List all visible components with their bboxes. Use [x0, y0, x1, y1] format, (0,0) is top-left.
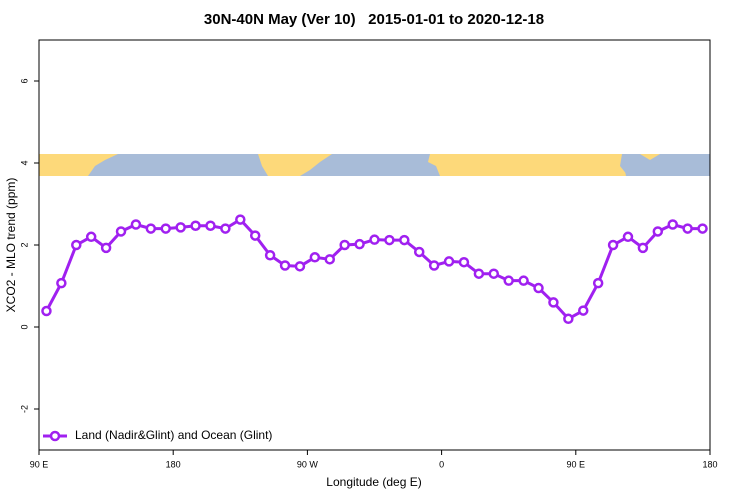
map-strip: [39, 154, 710, 176]
point: [443, 256, 455, 267]
point: [384, 234, 395, 246]
chart-title: 30N-40N May (Ver 10) 2015-01-01 to 2020-…: [204, 11, 544, 28]
point: [41, 305, 52, 317]
point: [294, 261, 306, 272]
point: [592, 277, 604, 289]
point: [264, 250, 276, 261]
legend-label: Land (Nadir&Glint) and Ocean (Glint): [75, 428, 272, 442]
point: [622, 231, 634, 243]
point: [100, 242, 112, 254]
point: [503, 275, 514, 286]
point: [145, 223, 157, 234]
point: [667, 219, 678, 230]
point: [324, 254, 336, 265]
point: [607, 239, 619, 251]
point: [130, 219, 142, 230]
point: [249, 230, 261, 241]
point: [309, 252, 321, 263]
point: [354, 238, 365, 250]
x-tick-label: 90 W: [297, 459, 319, 469]
point: [697, 223, 708, 234]
point: [71, 239, 82, 251]
y-tick-label: 2: [19, 242, 29, 247]
y-axis-label: XCO2 - MLO trend (ppm): [4, 178, 18, 313]
point: [563, 313, 574, 325]
point: [220, 223, 231, 234]
point: [85, 231, 97, 243]
y-tick-label: 0: [19, 324, 29, 329]
x-tick-label: 90 E: [567, 459, 586, 469]
x-tick-label: 90 E: [30, 459, 49, 469]
point: [428, 260, 440, 271]
point: [413, 246, 425, 258]
point: [205, 220, 216, 231]
point: [56, 277, 67, 289]
point: [682, 223, 693, 234]
point: [175, 222, 186, 233]
point: [115, 226, 127, 237]
point: [190, 220, 201, 231]
legend-marker: [49, 430, 61, 442]
x-tick-label: 0: [439, 459, 444, 469]
point: [399, 234, 410, 246]
point: [279, 260, 291, 271]
point: [369, 234, 380, 245]
point: [235, 214, 246, 225]
y-tick-label: -2: [19, 405, 29, 413]
point: [518, 275, 529, 286]
point: [533, 282, 544, 294]
point: [637, 242, 649, 254]
point: [488, 268, 500, 279]
point: [548, 297, 559, 308]
point: [578, 305, 589, 316]
point: [473, 268, 485, 279]
y-tick-label: 6: [19, 78, 29, 83]
x-tick-label: 180: [166, 459, 181, 469]
point: [339, 239, 350, 251]
x-axis-label: Longitude (deg E): [326, 475, 421, 489]
x-tick-label: 180: [702, 459, 717, 469]
point: [160, 223, 171, 234]
point: [458, 256, 470, 268]
y-tick-label: 4: [19, 160, 29, 165]
point: [652, 226, 664, 237]
